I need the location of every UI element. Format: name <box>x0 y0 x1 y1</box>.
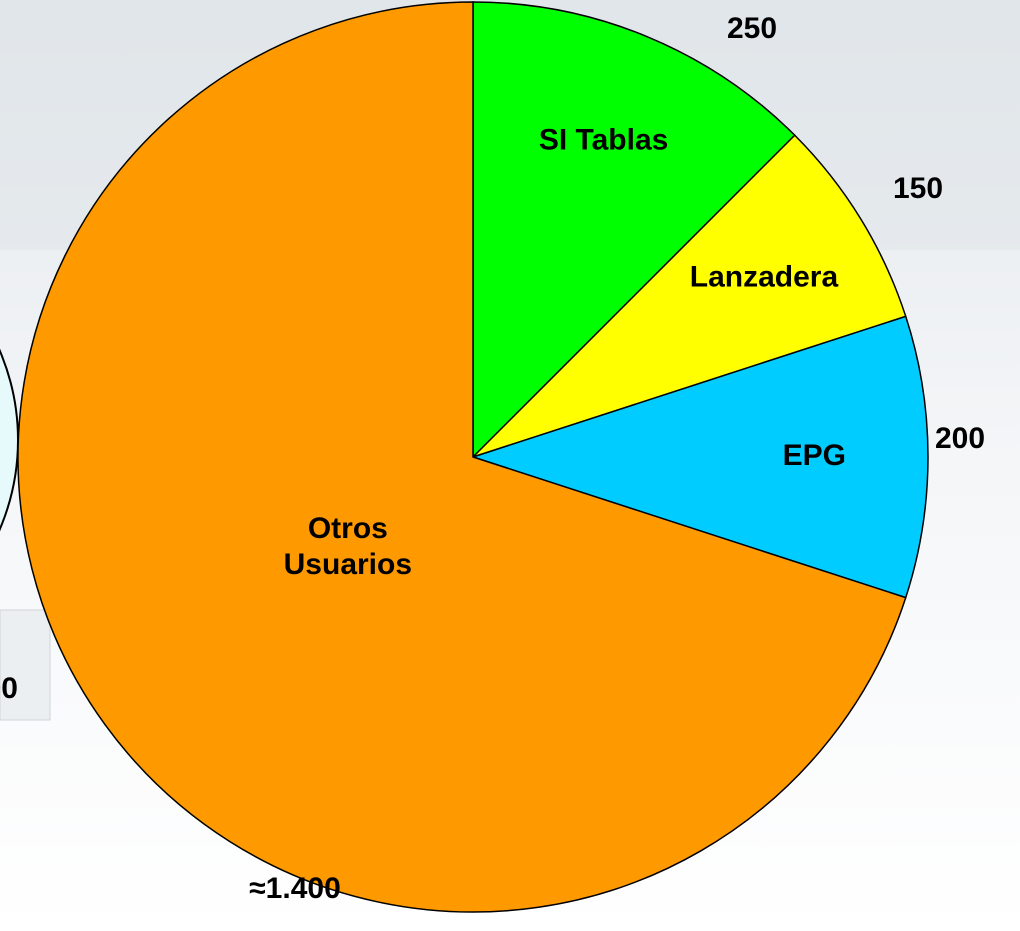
value-label: 250 <box>727 12 777 45</box>
pie-slice <box>470 315 929 599</box>
slice-label: Lanzadera <box>690 261 839 294</box>
annotation: 00 <box>0 672 18 705</box>
background-box <box>0 609 51 721</box>
slice-label: SI Tablas <box>539 124 669 157</box>
pie-slice <box>17 1 907 913</box>
slice-label: Otros Usuarios <box>284 512 412 581</box>
value-label: 200 <box>935 422 985 455</box>
slice-label: EPG <box>783 439 846 472</box>
pie <box>17 1 929 913</box>
labels: SI Tablas 250 Lanzadera 150 EPG 200 Otros Usuar… <box>0 12 985 905</box>
pie-slice <box>472 134 907 458</box>
pie-slice <box>472 1 796 459</box>
value-label: ≈1.400 <box>249 872 341 905</box>
value-label: 150 <box>893 172 943 205</box>
